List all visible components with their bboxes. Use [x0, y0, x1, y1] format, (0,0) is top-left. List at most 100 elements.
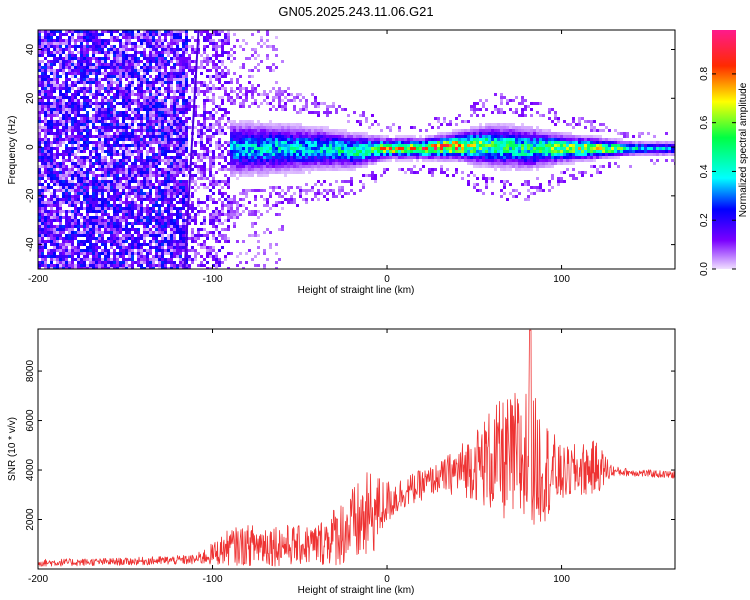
spectrogram-cell: [167, 192, 170, 195]
spectrogram-cell: [326, 147, 329, 150]
spectrogram-cell: [38, 81, 41, 84]
spectrogram-cell: [155, 162, 158, 165]
spectrogram-cell: [266, 96, 269, 99]
spectrogram-cell: [188, 84, 191, 87]
spectrogram-cell: [179, 168, 182, 171]
spectrogram-cell: [332, 159, 335, 162]
spectrogram-cell: [296, 162, 299, 165]
spectrogram-cell: [101, 72, 104, 75]
spectrogram-cell: [77, 222, 80, 225]
spectrogram-cell: [50, 72, 53, 75]
spectrogram-cell: [38, 153, 41, 156]
spectrogram-cell: [50, 177, 53, 180]
spectrogram-cell: [95, 120, 98, 123]
spectrogram-cell: [191, 219, 194, 222]
spectrogram-cell: [83, 120, 86, 123]
spectrogram-cell: [176, 141, 179, 144]
spectrogram-cell: [149, 90, 152, 93]
spectrogram-cell: [218, 87, 221, 90]
spectrogram-cell: [164, 141, 167, 144]
spectrogram-cell: [170, 258, 173, 261]
spectrogram-cell: [158, 117, 161, 120]
spectrogram-cell: [293, 147, 296, 150]
spectrogram-cell: [167, 63, 170, 66]
spectrogram-cell: [176, 243, 179, 246]
spectrogram-cell: [245, 96, 248, 99]
spectrogram-cell: [203, 111, 206, 114]
spectrogram-cell: [218, 138, 221, 141]
spectrogram-cell: [101, 96, 104, 99]
spectrogram-cell: [152, 81, 155, 84]
spectrogram-cell: [80, 57, 83, 60]
spectrogram-cell: [149, 99, 152, 102]
spectrogram-cell: [203, 93, 206, 96]
spectrogram-cell: [302, 96, 305, 99]
spectrogram-cell: [332, 150, 335, 153]
spectrogram-cell: [47, 201, 50, 204]
spectrogram-cell: [83, 165, 86, 168]
spectrogram-cell: [155, 54, 158, 57]
spectrogram-cell: [47, 75, 50, 78]
spectrogram-cell: [182, 114, 185, 117]
spectrogram-cell: [137, 99, 140, 102]
spectrogram-cell: [125, 219, 128, 222]
spectrogram-cell: [113, 168, 116, 171]
spectrogram-cell: [62, 192, 65, 195]
spectrogram-cell: [170, 87, 173, 90]
spectrogram-cell: [86, 177, 89, 180]
spectrogram-cell: [47, 156, 50, 159]
spectrogram-cell: [44, 228, 47, 231]
spectrogram-cell: [275, 108, 278, 111]
spectrogram-cell: [131, 228, 134, 231]
spectrogram-cell: [227, 204, 230, 207]
spectrogram-cell: [296, 132, 299, 135]
spectrogram-cell: [269, 153, 272, 156]
spectrogram-cell: [74, 120, 77, 123]
spectrogram-cell: [119, 171, 122, 174]
spectrogram-cell: [299, 159, 302, 162]
spectrogram-cell: [125, 192, 128, 195]
spectrogram-cell: [122, 57, 125, 60]
spectrogram-cell: [308, 162, 311, 165]
spectrogram-cell: [146, 231, 149, 234]
spectrogram-cell: [329, 153, 332, 156]
spectrogram-cell: [200, 30, 203, 33]
spectrogram-cell: [218, 132, 221, 135]
spectrogram-cell: [248, 138, 251, 141]
spectrogram-cell: [152, 69, 155, 72]
spectrogram-cell: [182, 81, 185, 84]
spectrogram-cell: [260, 213, 263, 216]
spectrogram-cell: [179, 171, 182, 174]
spectrogram-cell: [215, 48, 218, 51]
spectrogram-cell: [47, 231, 50, 234]
spectrogram-cell: [209, 183, 212, 186]
spectrogram-cell: [179, 189, 182, 192]
spectrogram-cell: [221, 228, 224, 231]
spectrogram-cell: [287, 147, 290, 150]
spectrogram-cell: [71, 219, 74, 222]
spectrogram-cell: [197, 123, 200, 126]
spectrogram-cell: [170, 81, 173, 84]
spectrogram-cell: [224, 90, 227, 93]
spectrogram-cell: [77, 258, 80, 261]
spectrogram-cell: [77, 102, 80, 105]
spectrogram-cell: [86, 231, 89, 234]
spectrogram-cell: [44, 75, 47, 78]
spectrogram-cell: [164, 114, 167, 117]
spectrogram-cell: [116, 60, 119, 63]
spectrogram-cell: [182, 264, 185, 267]
spectrogram-cell: [98, 237, 101, 240]
spectrogram-cell: [206, 111, 209, 114]
spectrogram-cell: [155, 240, 158, 243]
spectrogram-cell: [182, 30, 185, 33]
spectrogram-cell: [56, 39, 59, 42]
spectrogram-cell: [68, 36, 71, 39]
spectrogram-cell: [311, 135, 314, 138]
spectrogram-cell: [248, 144, 251, 147]
spectrogram-cell: [92, 96, 95, 99]
spectrogram-cell: [119, 183, 122, 186]
spectrogram-cell: [209, 129, 212, 132]
spectrogram-cell: [50, 78, 53, 81]
spectrogram-cell: [71, 144, 74, 147]
spectrogram-cell: [281, 129, 284, 132]
